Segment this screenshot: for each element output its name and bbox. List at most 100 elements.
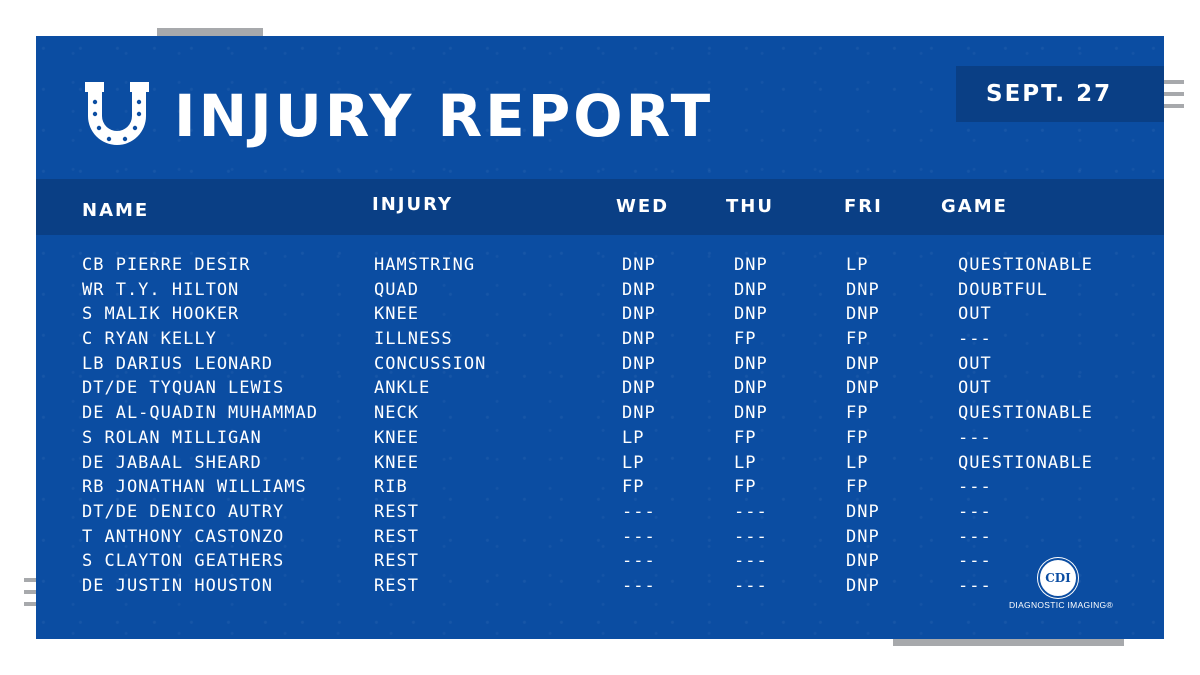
table-row: C RYAN KELLY ILLNESS DNP FP FP --- [36,327,1164,352]
cell-game: --- [958,526,992,547]
date-badge: SEPT. 27 [956,66,1164,122]
report-date: SEPT. 27 [986,81,1113,107]
cell-game: QUESTIONABLE [958,255,1093,275]
table-row: DT/DE TYQUAN LEWIS ANKLE DNP DNP DNP OUT [36,376,1164,401]
cell-name: C RYAN KELLY [82,329,217,350]
cell-name: S MALIK HOOKER [82,304,240,325]
cell-name: DE AL-QUADIN MUHAMMAD [82,403,318,424]
cell-game: OUT [958,378,992,399]
cell-wed: --- [622,526,656,547]
sponsor-text: DIAGNOSTIC IMAGING® [1008,600,1114,610]
table-row: DE JUSTIN HOUSTON REST --- --- DNP --- [36,574,1164,599]
cell-game: QUESTIONABLE [958,452,1093,473]
cell-name: T ANTHONY CASTONZO [82,526,285,547]
cell-injury: NECK [374,403,419,424]
cell-wed: DNP [622,353,656,374]
cell-fri: DNP [846,353,880,374]
cell-injury: KNEE [374,304,419,325]
cell-wed: FP [622,477,645,498]
cell-thu: DNP [734,279,768,300]
cell-name: DT/DE DENICO AUTRY [82,501,285,522]
cell-injury: REST [374,526,419,547]
table-row: DT/DE DENICO AUTRY REST --- --- DNP --- [36,500,1164,525]
page-title: INJURY REPORT [174,82,714,150]
table-header: NAME INJURY WED THU FRI GAME [36,179,1164,235]
cell-injury: REST [374,501,419,522]
cell-injury: KNEE [374,452,419,473]
table-row: RB JONATHAN WILLIAMS RIB FP FP FP --- [36,475,1164,500]
cell-wed: LP [622,452,645,473]
cell-injury: QUAD [374,279,419,300]
cell-wed: --- [622,501,656,522]
decor-dash-right-2 [1146,92,1184,96]
cell-fri: FP [846,329,869,350]
cell-thu: --- [734,551,768,572]
cell-fri: FP [846,477,869,498]
cell-thu: --- [734,501,768,522]
header-injury: INJURY [372,194,453,215]
cell-wed: DNP [622,255,656,275]
cell-fri: DNP [846,279,880,300]
cell-wed: LP [622,427,645,448]
table-row: DE JABAAL SHEARD KNEE LP LP LP QUESTIONABLE [36,451,1164,476]
table-row: CB PIERRE DESIR HAMSTRING DNP DNP LP QUESTION… [36,253,1164,278]
cell-wed: DNP [622,279,656,300]
table-row: S ROLAN MILLIGAN KNEE LP FP FP --- [36,426,1164,451]
header-name: NAME [82,200,150,221]
cell-fri: LP [846,255,869,275]
cell-fri: DNP [846,378,880,399]
cell-name: S CLAYTON GEATHERS [82,551,285,572]
header-thu: THU [726,196,774,217]
cell-game: --- [958,477,992,498]
cdi-badge: CDI [1038,558,1078,598]
cell-fri: DNP [846,575,880,596]
cell-game: --- [958,551,992,572]
cell-thu: DNP [734,255,768,275]
cell-game: --- [958,329,992,350]
table-row: S MALIK HOOKER KNEE DNP DNP DNP OUT [36,302,1164,327]
table-row: LB DARIUS LEONARD CONCUSSION DNP DNP DNP OUT [36,352,1164,377]
cell-fri: FP [846,403,869,424]
cell-injury: REST [374,575,419,596]
cell-name: DE JABAAL SHEARD [82,452,262,473]
cell-wed: DNP [622,378,656,399]
cell-injury: CONCUSSION [374,353,487,374]
cell-injury: KNEE [374,427,419,448]
cell-game: DOUBTFUL [958,279,1048,300]
cell-game: QUESTIONABLE [958,403,1093,424]
header-fri: FRI [844,196,883,217]
cell-game: --- [958,501,992,522]
table-row: T ANTHONY CASTONZO REST --- --- DNP --- [36,525,1164,550]
cell-name: S ROLAN MILLIGAN [82,427,262,448]
cell-thu: DNP [734,403,768,424]
cell-injury: ANKLE [374,378,431,399]
cell-injury: HAMSTRING [374,255,476,275]
decor-dash-right-1 [1160,80,1184,84]
cell-thu: DNP [734,304,768,325]
table-row: DE AL-QUADIN MUHAMMAD NECK DNP DNP FP QUESTIO… [36,401,1164,426]
cell-thu: FP [734,477,757,498]
header-game: GAME [941,196,1008,217]
cell-fri: DNP [846,551,880,572]
injury-report-panel: INJURY REPORT SEPT. 27 NAME INJURY WED T… [36,36,1164,639]
cell-game: --- [958,575,992,596]
sponsor-logo: CDI DIAGNOSTIC IMAGING® [996,558,1126,618]
cell-game: OUT [958,353,992,374]
cell-fri: DNP [846,304,880,325]
cell-name: CB PIERRE DESIR [82,255,251,275]
header-wed: WED [616,196,670,217]
cell-fri: LP [846,452,869,473]
cell-wed: --- [622,551,656,572]
cell-wed: DNP [622,304,656,325]
cell-name: LB DARIUS LEONARD [82,353,273,374]
cell-fri: DNP [846,501,880,522]
cell-injury: REST [374,551,419,572]
table-row: S CLAYTON GEATHERS REST --- --- DNP --- [36,549,1164,574]
cell-thu: DNP [734,378,768,399]
cell-thu: --- [734,526,768,547]
table-row: WR T.Y. HILTON QUAD DNP DNP DNP DOUBTFUL [36,278,1164,303]
cell-game: OUT [958,304,992,325]
cell-game: --- [958,427,992,448]
cell-name: DT/DE TYQUAN LEWIS [82,378,285,399]
decor-dash-right-3 [1160,104,1184,108]
